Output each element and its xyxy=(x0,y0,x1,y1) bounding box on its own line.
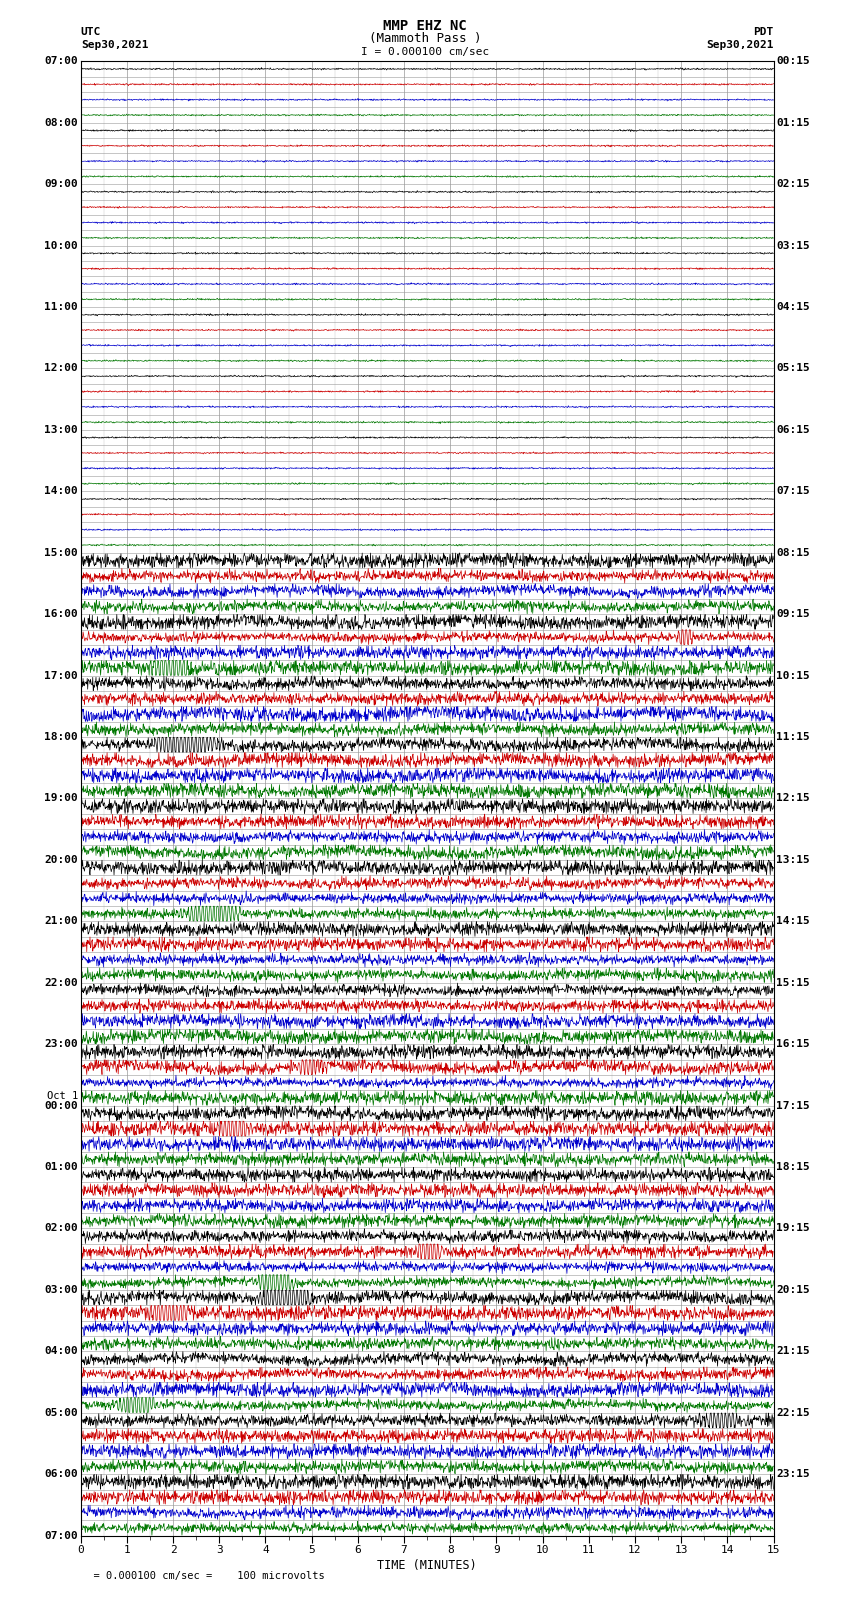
Text: 23:00: 23:00 xyxy=(44,1039,78,1048)
Text: = 0.000100 cm/sec =    100 microvolts: = 0.000100 cm/sec = 100 microvolts xyxy=(81,1571,325,1581)
Text: 16:00: 16:00 xyxy=(44,610,78,619)
Text: 08:15: 08:15 xyxy=(776,548,810,558)
Text: 07:15: 07:15 xyxy=(776,486,810,497)
Text: 04:00: 04:00 xyxy=(44,1347,78,1357)
Text: 03:00: 03:00 xyxy=(44,1286,78,1295)
Text: 19:15: 19:15 xyxy=(776,1223,810,1234)
Text: 22:00: 22:00 xyxy=(44,977,78,987)
Text: 11:15: 11:15 xyxy=(776,732,810,742)
Text: 05:15: 05:15 xyxy=(776,363,810,374)
Text: 15:15: 15:15 xyxy=(776,977,810,987)
Text: 05:00: 05:00 xyxy=(44,1408,78,1418)
Text: 18:15: 18:15 xyxy=(776,1161,810,1173)
Text: 09:15: 09:15 xyxy=(776,610,810,619)
Text: UTC: UTC xyxy=(81,27,101,37)
Text: 04:15: 04:15 xyxy=(776,302,810,311)
Text: 02:15: 02:15 xyxy=(776,179,810,189)
Text: 17:15: 17:15 xyxy=(776,1100,810,1111)
Text: 16:15: 16:15 xyxy=(776,1039,810,1048)
Text: 22:15: 22:15 xyxy=(776,1408,810,1418)
Text: PDT: PDT xyxy=(753,27,774,37)
Text: 13:00: 13:00 xyxy=(44,424,78,436)
Text: 20:00: 20:00 xyxy=(44,855,78,865)
Text: 02:00: 02:00 xyxy=(44,1223,78,1234)
Text: Sep30,2021: Sep30,2021 xyxy=(81,40,148,50)
Text: 12:15: 12:15 xyxy=(776,794,810,803)
Text: 06:00: 06:00 xyxy=(44,1469,78,1479)
Text: 13:15: 13:15 xyxy=(776,855,810,865)
Text: 06:15: 06:15 xyxy=(776,424,810,436)
Text: Sep30,2021: Sep30,2021 xyxy=(706,40,774,50)
Text: 12:00: 12:00 xyxy=(44,363,78,374)
Text: 00:15: 00:15 xyxy=(776,56,810,66)
Text: Oct 1: Oct 1 xyxy=(47,1090,78,1102)
Text: 10:00: 10:00 xyxy=(44,240,78,250)
Text: 01:00: 01:00 xyxy=(44,1161,78,1173)
Text: 15:00: 15:00 xyxy=(44,548,78,558)
Text: 20:15: 20:15 xyxy=(776,1286,810,1295)
Text: 01:15: 01:15 xyxy=(776,118,810,127)
Text: 21:15: 21:15 xyxy=(776,1347,810,1357)
Text: 11:00: 11:00 xyxy=(44,302,78,311)
Text: 21:00: 21:00 xyxy=(44,916,78,926)
Text: MMP EHZ NC: MMP EHZ NC xyxy=(383,19,467,32)
Text: 07:00: 07:00 xyxy=(44,56,78,66)
Text: 17:00: 17:00 xyxy=(44,671,78,681)
Text: 23:15: 23:15 xyxy=(776,1469,810,1479)
Text: I = 0.000100 cm/sec: I = 0.000100 cm/sec xyxy=(361,47,489,56)
Text: 18:00: 18:00 xyxy=(44,732,78,742)
Text: (Mammoth Pass ): (Mammoth Pass ) xyxy=(369,32,481,45)
Text: 00:00: 00:00 xyxy=(44,1100,78,1111)
Text: 10:15: 10:15 xyxy=(776,671,810,681)
Text: 08:00: 08:00 xyxy=(44,118,78,127)
Text: 19:00: 19:00 xyxy=(44,794,78,803)
Text: 09:00: 09:00 xyxy=(44,179,78,189)
Text: 14:00: 14:00 xyxy=(44,486,78,497)
Text: 14:15: 14:15 xyxy=(776,916,810,926)
Text: 03:15: 03:15 xyxy=(776,240,810,250)
Text: 07:00: 07:00 xyxy=(44,1531,78,1540)
X-axis label: TIME (MINUTES): TIME (MINUTES) xyxy=(377,1560,477,1573)
